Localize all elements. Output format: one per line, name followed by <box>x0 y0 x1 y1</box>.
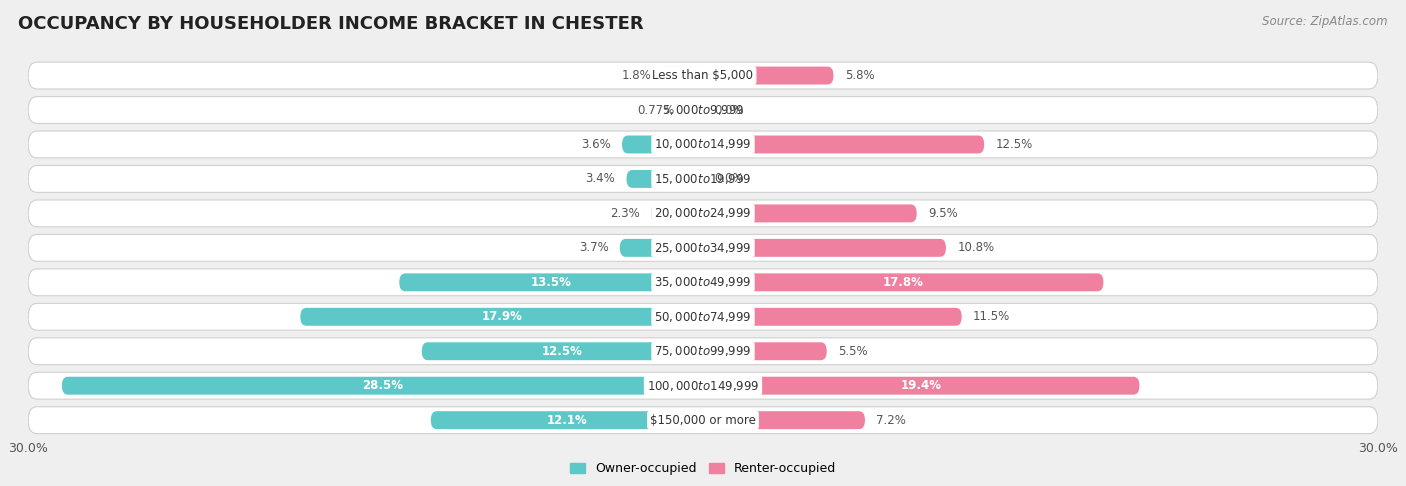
FancyBboxPatch shape <box>621 136 703 154</box>
FancyBboxPatch shape <box>662 67 703 85</box>
FancyBboxPatch shape <box>28 269 1378 296</box>
FancyBboxPatch shape <box>28 234 1378 261</box>
Text: OCCUPANCY BY HOUSEHOLDER INCOME BRACKET IN CHESTER: OCCUPANCY BY HOUSEHOLDER INCOME BRACKET … <box>18 15 644 33</box>
FancyBboxPatch shape <box>703 67 834 85</box>
Text: 11.5%: 11.5% <box>973 310 1010 323</box>
FancyBboxPatch shape <box>62 377 703 395</box>
Text: 3.6%: 3.6% <box>581 138 610 151</box>
Text: 5.5%: 5.5% <box>838 345 868 358</box>
FancyBboxPatch shape <box>651 205 703 223</box>
FancyBboxPatch shape <box>28 131 1378 158</box>
Text: 12.5%: 12.5% <box>995 138 1032 151</box>
Text: $35,000 to $49,999: $35,000 to $49,999 <box>654 276 752 289</box>
Text: 1.8%: 1.8% <box>621 69 651 82</box>
Text: $25,000 to $34,999: $25,000 to $34,999 <box>654 241 752 255</box>
FancyBboxPatch shape <box>620 239 703 257</box>
Text: 0.0%: 0.0% <box>714 104 744 117</box>
FancyBboxPatch shape <box>703 308 962 326</box>
FancyBboxPatch shape <box>703 205 917 223</box>
Text: 3.7%: 3.7% <box>579 242 609 254</box>
FancyBboxPatch shape <box>703 239 946 257</box>
Text: $150,000 or more: $150,000 or more <box>650 414 756 427</box>
FancyBboxPatch shape <box>703 377 1139 395</box>
FancyBboxPatch shape <box>686 101 703 119</box>
FancyBboxPatch shape <box>28 97 1378 123</box>
Text: 0.0%: 0.0% <box>714 173 744 186</box>
FancyBboxPatch shape <box>399 273 703 291</box>
FancyBboxPatch shape <box>703 342 827 360</box>
Text: 13.5%: 13.5% <box>530 276 572 289</box>
Text: $5,000 to $9,999: $5,000 to $9,999 <box>662 103 744 117</box>
FancyBboxPatch shape <box>703 136 984 154</box>
Text: 3.4%: 3.4% <box>585 173 616 186</box>
FancyBboxPatch shape <box>28 200 1378 227</box>
Text: $10,000 to $14,999: $10,000 to $14,999 <box>654 138 752 152</box>
Text: Less than $5,000: Less than $5,000 <box>652 69 754 82</box>
Text: $15,000 to $19,999: $15,000 to $19,999 <box>654 172 752 186</box>
FancyBboxPatch shape <box>28 407 1378 434</box>
FancyBboxPatch shape <box>28 338 1378 364</box>
Text: 12.1%: 12.1% <box>547 414 588 427</box>
FancyBboxPatch shape <box>28 166 1378 192</box>
Text: 19.4%: 19.4% <box>901 379 942 392</box>
Text: 17.8%: 17.8% <box>883 276 924 289</box>
Text: $75,000 to $99,999: $75,000 to $99,999 <box>654 344 752 358</box>
FancyBboxPatch shape <box>28 62 1378 89</box>
Text: 17.9%: 17.9% <box>481 310 522 323</box>
FancyBboxPatch shape <box>703 273 1104 291</box>
FancyBboxPatch shape <box>28 372 1378 399</box>
Text: 10.8%: 10.8% <box>957 242 994 254</box>
Legend: Owner-occupied, Renter-occupied: Owner-occupied, Renter-occupied <box>565 457 841 481</box>
Text: $20,000 to $24,999: $20,000 to $24,999 <box>654 207 752 220</box>
Text: 5.8%: 5.8% <box>845 69 875 82</box>
Text: 9.5%: 9.5% <box>928 207 957 220</box>
Text: $50,000 to $74,999: $50,000 to $74,999 <box>654 310 752 324</box>
FancyBboxPatch shape <box>627 170 703 188</box>
Text: 28.5%: 28.5% <box>361 379 404 392</box>
FancyBboxPatch shape <box>430 411 703 429</box>
Text: 12.5%: 12.5% <box>541 345 583 358</box>
Text: Source: ZipAtlas.com: Source: ZipAtlas.com <box>1263 15 1388 28</box>
Text: 2.3%: 2.3% <box>610 207 640 220</box>
Text: 0.77%: 0.77% <box>637 104 675 117</box>
FancyBboxPatch shape <box>301 308 703 326</box>
FancyBboxPatch shape <box>28 303 1378 330</box>
FancyBboxPatch shape <box>422 342 703 360</box>
Text: 7.2%: 7.2% <box>876 414 905 427</box>
FancyBboxPatch shape <box>703 411 865 429</box>
Text: $100,000 to $149,999: $100,000 to $149,999 <box>647 379 759 393</box>
